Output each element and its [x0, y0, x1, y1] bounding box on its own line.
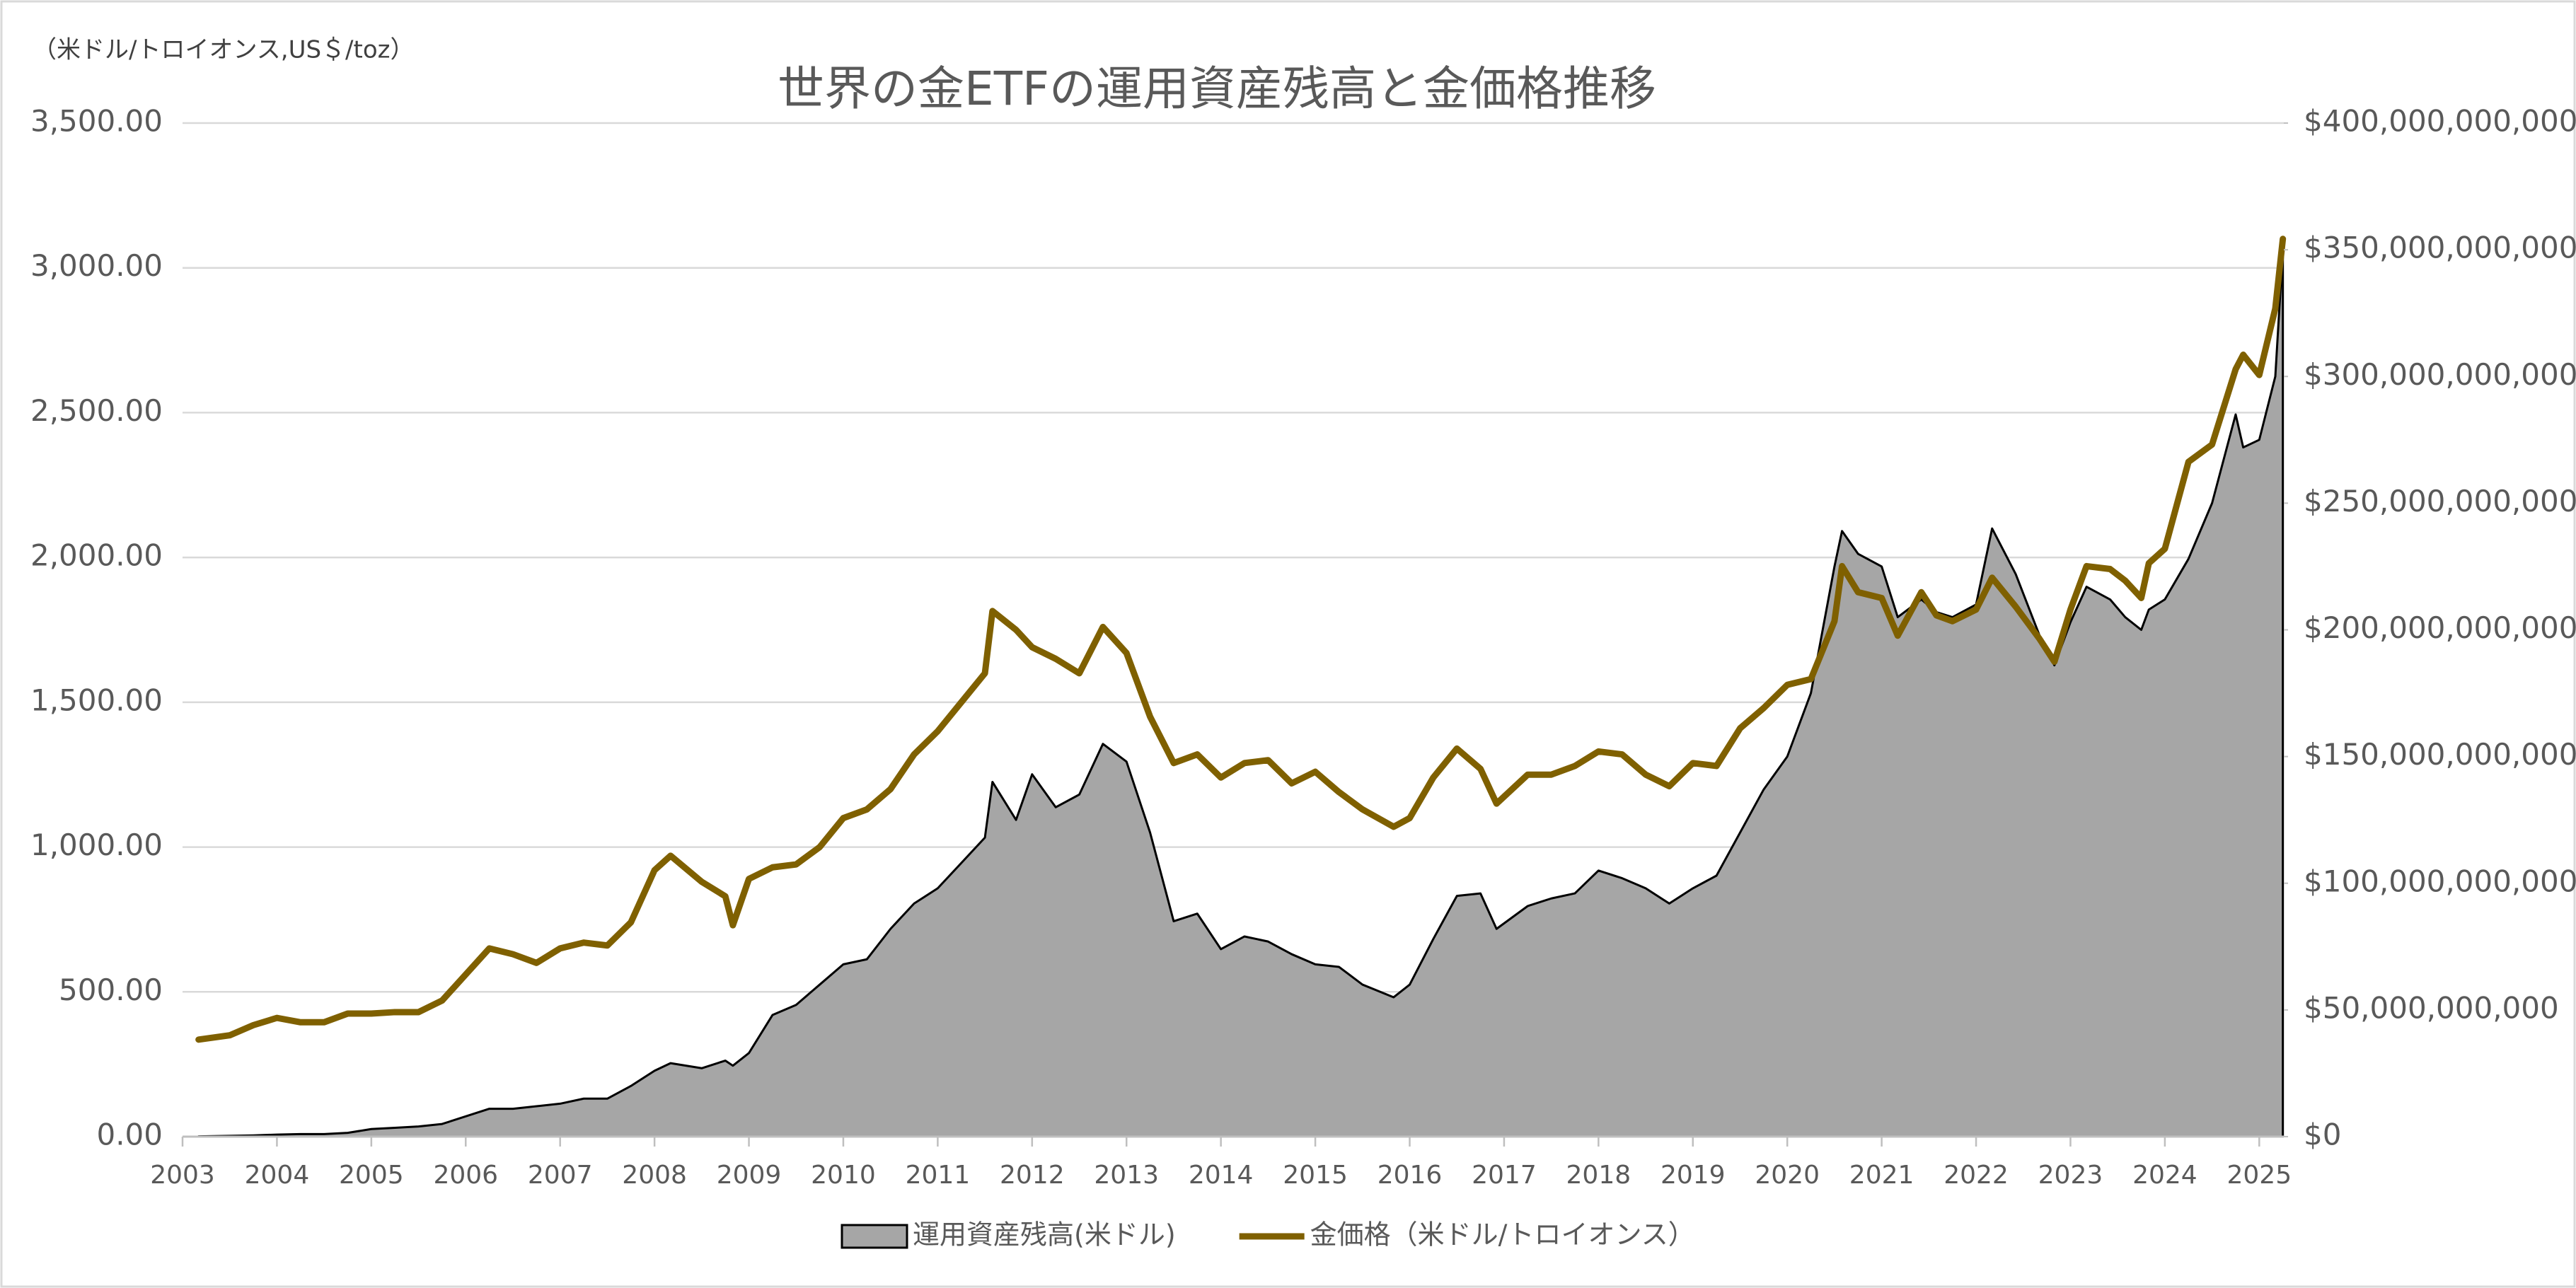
- x-tick-label: 2006: [433, 1161, 498, 1190]
- y2-tick-label: $250,000,000,000: [2304, 484, 2576, 518]
- x-tick-label: 2008: [622, 1161, 687, 1190]
- y-unit-label: （米ドル/トロイオンス,US＄/toz）: [33, 36, 414, 64]
- x-tick-label: 2011: [906, 1161, 971, 1190]
- y-tick-label: 3,500.00: [30, 104, 163, 139]
- x-tick-label: 2014: [1189, 1161, 1254, 1190]
- line: [195, 236, 2287, 1043]
- x-tick-label: 2007: [528, 1161, 593, 1190]
- y-tick-label: 500.00: [59, 973, 163, 1007]
- plot: [195, 236, 2287, 1138]
- y-tick-label: 2,500.00: [30, 393, 163, 428]
- y2-tick-label: $400,000,000,000: [2304, 104, 2576, 139]
- y2-tick-label: $350,000,000,000: [2304, 231, 2576, 265]
- x-tick-label: 2025: [2226, 1161, 2292, 1190]
- x-tick-label: 2012: [1000, 1161, 1065, 1190]
- x-tick-label: 2023: [2038, 1161, 2103, 1190]
- x-tick-label: 2003: [150, 1161, 215, 1190]
- y-tick-label: 0.00: [96, 1118, 163, 1152]
- y2-tick-label: $300,000,000,000: [2304, 357, 2576, 392]
- y2-tick-label: $200,000,000,000: [2304, 610, 2576, 645]
- axes: 0.00 500.00 1,000.00 1,500.00 2,000.00 2,500.…: [30, 104, 2576, 1190]
- y-tick-label: 1,500.00: [30, 683, 163, 717]
- legend-label: 運用資産残高(米ドル): [913, 1219, 1176, 1251]
- x-tick-label: 2005: [339, 1161, 404, 1190]
- legend-label: 金価格（米ドル/トロイオンス）: [1310, 1219, 1695, 1251]
- legend-swatch: [841, 1224, 908, 1249]
- y-tick-label: 3,000.00: [30, 248, 163, 283]
- y2-tick-label: $50,000,000,000: [2304, 990, 2559, 1025]
- x-tick-label: 2004: [245, 1161, 310, 1190]
- x-tick-label: 2019: [1660, 1161, 1726, 1190]
- legend: 運用資産残高(米ドル) 金価格（米ドル/トロイオンス）: [841, 1219, 1695, 1251]
- x-tick-label: 2022: [1943, 1161, 2009, 1190]
- x-tick-label: 2021: [1849, 1161, 1914, 1190]
- y-tick-label: 1,000.00: [30, 828, 163, 862]
- x-tick-label: 2010: [811, 1161, 876, 1190]
- x-tick-label: 2009: [717, 1161, 782, 1190]
- x-tick-label: 2020: [1755, 1161, 1820, 1190]
- x-tick-label: 2024: [2132, 1161, 2197, 1190]
- x-tick-label: 2015: [1283, 1161, 1348, 1190]
- chart-title: 世界の金ETFの運用資産残高と金価格推移: [778, 62, 1656, 116]
- x-tick-label: 2013: [1094, 1161, 1159, 1190]
- y2-tick-label: $150,000,000,000: [2304, 737, 2576, 772]
- y2-tick-label: $0: [2304, 1118, 2341, 1152]
- y-tick-label: 2,000.00: [30, 538, 163, 573]
- x-tick-label: 2017: [1472, 1161, 1537, 1190]
- y2-tick-label: $100,000,000,000: [2304, 864, 2576, 898]
- x-tick-label: 2016: [1377, 1161, 1443, 1190]
- x-tick-label: 2018: [1566, 1161, 1631, 1190]
